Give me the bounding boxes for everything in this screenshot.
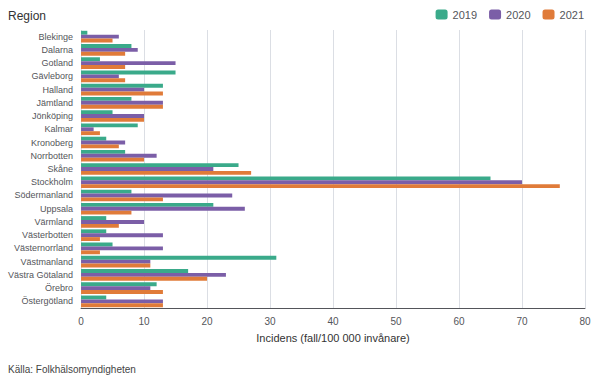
svg-text:10: 10 (138, 316, 150, 327)
svg-text:Jönköping: Jönköping (32, 111, 73, 121)
svg-text:Västernorrland: Västernorrland (14, 243, 73, 253)
svg-text:Norrbotten: Norrbotten (31, 151, 74, 161)
svg-text:Jämtland: Jämtland (37, 98, 74, 108)
svg-text:2019: 2019 (453, 9, 477, 21)
svg-text:Västmanland: Västmanland (20, 257, 73, 267)
svg-text:Gotland: Gotland (42, 58, 74, 68)
svg-text:2020: 2020 (506, 9, 530, 21)
svg-text:70: 70 (516, 316, 528, 327)
svg-text:80: 80 (579, 316, 591, 327)
svg-text:60: 60 (453, 316, 465, 327)
svg-text:Södermanland: Södermanland (14, 190, 73, 200)
svg-text:Gävleborg: Gävleborg (32, 71, 74, 81)
svg-text:Skåne: Skåne (48, 164, 74, 174)
svg-text:20: 20 (201, 316, 213, 327)
svg-text:Kronoberg: Kronoberg (31, 138, 73, 148)
svg-text:Stockholm: Stockholm (31, 177, 73, 187)
svg-text:2021: 2021 (560, 9, 584, 21)
svg-text:Uppsala: Uppsala (40, 204, 73, 214)
svg-text:Region: Region (8, 9, 46, 23)
svg-text:Östergötland: Östergötland (22, 296, 74, 306)
svg-text:Halland: Halland (43, 85, 74, 95)
svg-text:Värmland: Värmland (35, 217, 74, 227)
svg-text:Incidens (fall/100 000 invånar: Incidens (fall/100 000 invånare) (256, 332, 409, 344)
svg-text:Örebro: Örebro (45, 283, 73, 293)
svg-text:Källa: Folkhälsomyndigheten: Källa: Folkhälsomyndigheten (8, 364, 136, 375)
svg-text:30: 30 (264, 316, 276, 327)
svg-text:Blekinge: Blekinge (39, 32, 74, 42)
svg-text:0: 0 (78, 316, 84, 327)
svg-text:Västra Götaland: Västra Götaland (8, 270, 73, 280)
svg-text:Dalarna: Dalarna (42, 45, 74, 55)
svg-text:Västerbotten: Västerbotten (22, 230, 73, 240)
svg-text:Kalmar: Kalmar (45, 124, 74, 134)
svg-text:40: 40 (327, 316, 339, 327)
svg-text:50: 50 (390, 316, 402, 327)
